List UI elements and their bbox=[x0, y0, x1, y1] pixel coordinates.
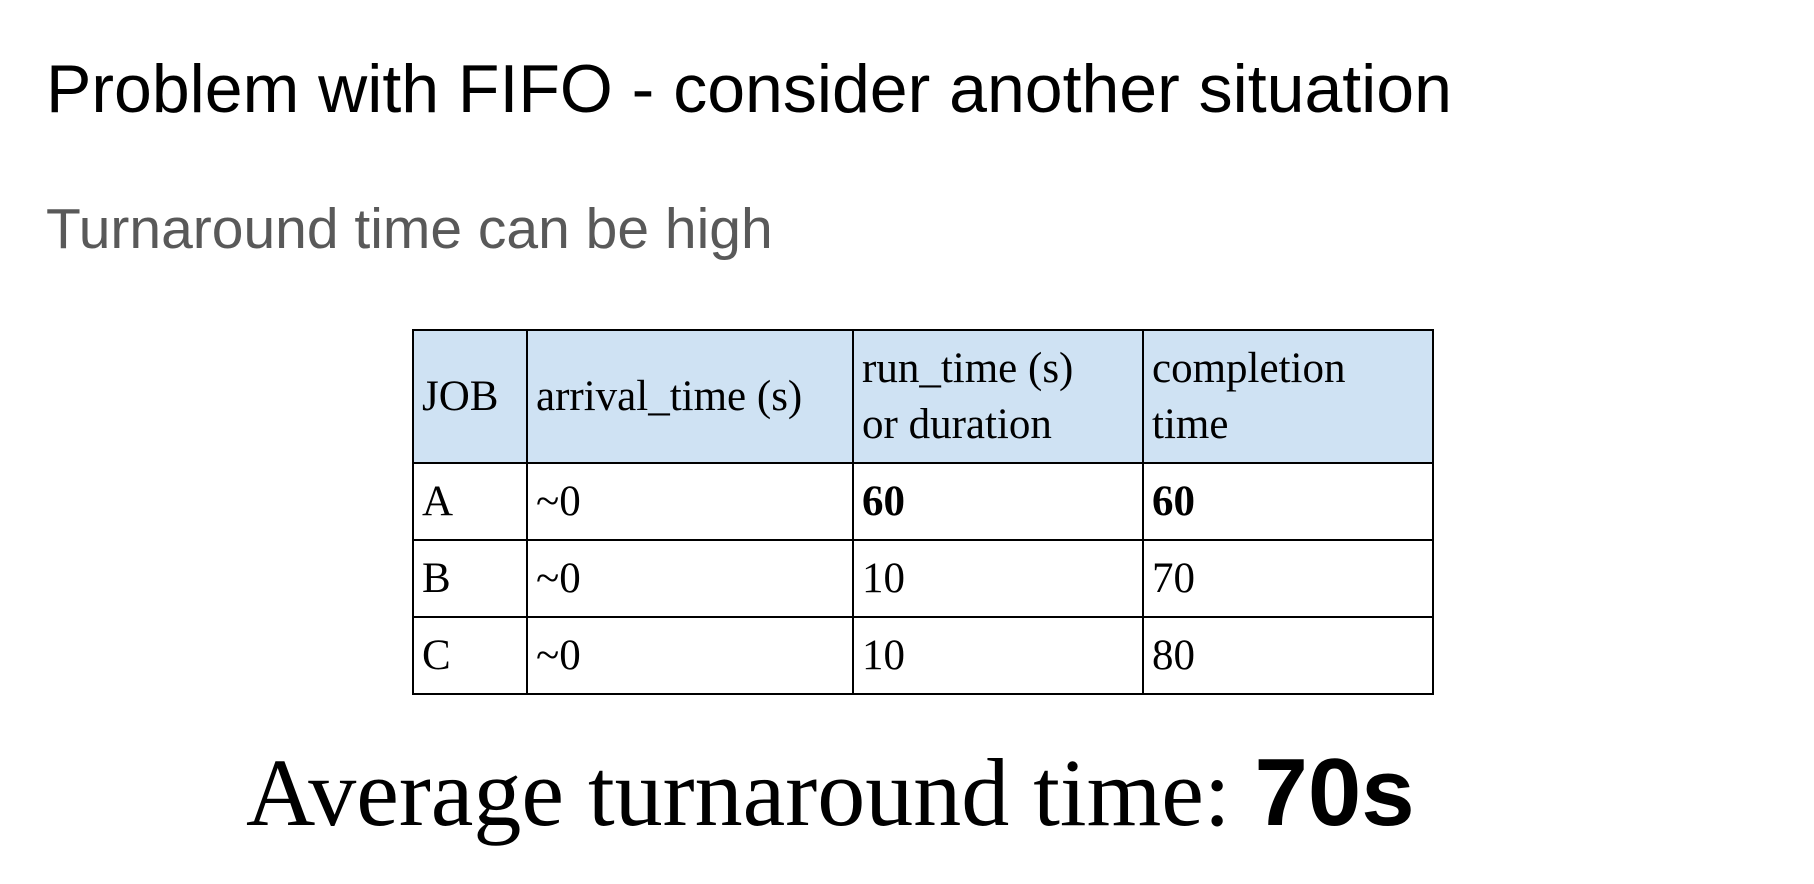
header-run-time-line2: or duration bbox=[862, 400, 1052, 448]
table-header-row: JOB arrival_time (s) run_time (s) or dur… bbox=[412, 329, 1434, 464]
cell-completion: 60 bbox=[1142, 462, 1434, 541]
summary-value: 70s bbox=[1254, 739, 1415, 846]
header-completion-time: completion time bbox=[1142, 329, 1434, 464]
cell-completion: 70 bbox=[1142, 539, 1434, 618]
summary-label: Average turnaround time: bbox=[246, 739, 1255, 846]
header-run-time-line1: run_time (s) bbox=[862, 345, 1074, 393]
header-run-time: run_time (s) or duration bbox=[852, 329, 1144, 464]
slide-subtitle: Turnaround time can be high bbox=[46, 197, 773, 261]
table-row-a: A ~0 60 60 bbox=[412, 462, 1434, 541]
table-row-c: C ~0 10 80 bbox=[412, 616, 1434, 695]
cell-job: B bbox=[412, 539, 528, 618]
cell-run: 60 bbox=[852, 462, 1144, 541]
cell-run: 10 bbox=[852, 616, 1144, 695]
table-row-b: B ~0 10 70 bbox=[412, 539, 1434, 618]
cell-arrival: ~0 bbox=[526, 539, 854, 618]
cell-job: A bbox=[412, 462, 528, 541]
cell-job: C bbox=[412, 616, 528, 695]
cell-run: 10 bbox=[852, 539, 1144, 618]
cell-arrival: ~0 bbox=[526, 616, 854, 695]
header-job: JOB bbox=[412, 329, 528, 464]
header-completion-line1: completion bbox=[1152, 345, 1346, 393]
jobs-table: JOB arrival_time (s) run_time (s) or dur… bbox=[412, 329, 1434, 695]
slide-title: Problem with FIFO - consider another sit… bbox=[46, 51, 1452, 127]
header-completion-line2: time bbox=[1152, 400, 1229, 448]
cell-arrival: ~0 bbox=[526, 462, 854, 541]
average-turnaround-summary: Average turnaround time: 70s bbox=[246, 740, 1415, 846]
cell-completion: 80 bbox=[1142, 616, 1434, 695]
header-arrival-time: arrival_time (s) bbox=[526, 329, 854, 464]
